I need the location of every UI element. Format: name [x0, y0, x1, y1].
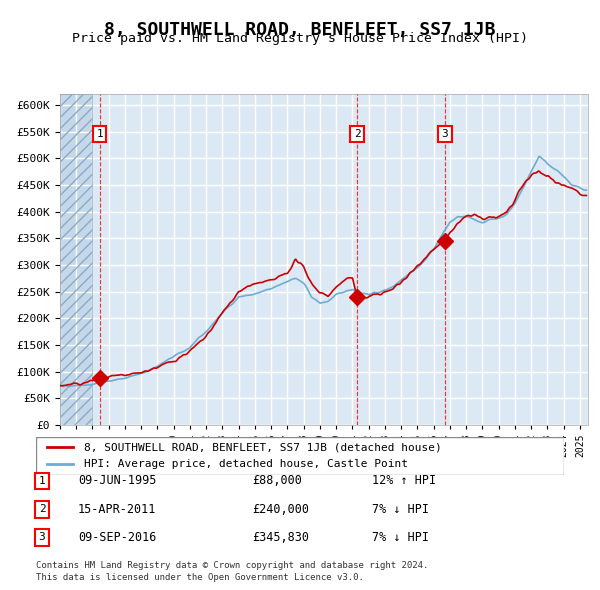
Text: 1: 1: [38, 476, 46, 486]
8, SOUTHWELL ROAD, BENFLEET, SS7 1JB (detached house): [56, 382, 64, 389]
8, SOUTHWELL ROAD, BENFLEET, SS7 1JB (detached house): [583, 192, 590, 199]
Text: This data is licensed under the Open Government Licence v3.0.: This data is licensed under the Open Gov…: [36, 572, 364, 582]
Text: 3: 3: [38, 533, 46, 542]
HPI: Average price, detached house, Castle Point: (1.99e+03, 7.41e+04): Average price, detached house, Castle Po…: [56, 382, 64, 389]
8, SOUTHWELL ROAD, BENFLEET, SS7 1JB (detached house): [58, 382, 65, 389]
HPI: Average price, detached house, Castle Point: (2.02e+03, 3.9e+05): Average price, detached house, Castle Po…: [456, 214, 463, 221]
8, SOUTHWELL ROAD, BENFLEET, SS7 1JB (detached house): [535, 168, 542, 175]
Text: £345,830: £345,830: [252, 531, 309, 544]
HPI: Average price, detached house, Castle Point: (2.03e+03, 4.4e+05): Average price, detached house, Castle Po…: [583, 186, 590, 194]
Text: Contains HM Land Registry data © Crown copyright and database right 2024.: Contains HM Land Registry data © Crown c…: [36, 560, 428, 570]
Text: 15-APR-2011: 15-APR-2011: [78, 503, 157, 516]
8, SOUTHWELL ROAD, BENFLEET, SS7 1JB (detached house): [392, 282, 400, 289]
Text: £88,000: £88,000: [252, 474, 302, 487]
Text: 2: 2: [354, 129, 361, 139]
Text: 12% ↑ HPI: 12% ↑ HPI: [372, 474, 436, 487]
Text: £240,000: £240,000: [252, 503, 309, 516]
Text: 09-SEP-2016: 09-SEP-2016: [78, 531, 157, 544]
Text: 8, SOUTHWELL ROAD, BENFLEET, SS7 1JB (detached house): 8, SOUTHWELL ROAD, BENFLEET, SS7 1JB (de…: [83, 442, 441, 453]
Line: 8, SOUTHWELL ROAD, BENFLEET, SS7 1JB (detached house): 8, SOUTHWELL ROAD, BENFLEET, SS7 1JB (de…: [60, 171, 586, 386]
Text: 2: 2: [38, 504, 46, 514]
HPI: Average price, detached house, Castle Point: (2.02e+03, 5.04e+05): Average price, detached house, Castle Po…: [536, 153, 543, 160]
Text: 1: 1: [96, 129, 103, 139]
HPI: Average price, detached house, Castle Point: (2.02e+03, 4.13e+05): Average price, detached house, Castle Po…: [511, 201, 518, 208]
8, SOUTHWELL ROAD, BENFLEET, SS7 1JB (detached house): [456, 218, 463, 225]
8, SOUTHWELL ROAD, BENFLEET, SS7 1JB (detached house): [89, 377, 97, 384]
8, SOUTHWELL ROAD, BENFLEET, SS7 1JB (detached house): [377, 291, 384, 299]
Text: 3: 3: [442, 129, 448, 139]
HPI: Average price, detached house, Castle Point: (1.99e+03, 7.21e+04): Average price, detached house, Castle Po…: [65, 383, 73, 390]
Text: Price paid vs. HM Land Registry's House Price Index (HPI): Price paid vs. HM Land Registry's House …: [72, 32, 528, 45]
8, SOUTHWELL ROAD, BENFLEET, SS7 1JB (detached house): [363, 294, 370, 301]
HPI: Average price, detached house, Castle Point: (2.01e+03, 2.64e+05): Average price, detached house, Castle Po…: [392, 281, 400, 288]
HPI: Average price, detached house, Castle Point: (2e+03, 7.58e+04): Average price, detached house, Castle Po…: [89, 381, 97, 388]
Text: 7% ↓ HPI: 7% ↓ HPI: [372, 503, 429, 516]
FancyBboxPatch shape: [36, 437, 564, 475]
Line: HPI: Average price, detached house, Castle Point: HPI: Average price, detached house, Cast…: [60, 156, 586, 386]
Bar: [60, 94, 92, 425]
Bar: [60, 94, 92, 425]
Text: HPI: Average price, detached house, Castle Point: HPI: Average price, detached house, Cast…: [83, 459, 407, 469]
8, SOUTHWELL ROAD, BENFLEET, SS7 1JB (detached house): [511, 199, 518, 206]
Text: 7% ↓ HPI: 7% ↓ HPI: [372, 531, 429, 544]
HPI: Average price, detached house, Castle Point: (2.01e+03, 2.46e+05): Average price, detached house, Castle Po…: [363, 290, 370, 297]
HPI: Average price, detached house, Castle Point: (2.01e+03, 2.49e+05): Average price, detached house, Castle Po…: [377, 289, 384, 296]
Text: 09-JUN-1995: 09-JUN-1995: [78, 474, 157, 487]
Text: 8, SOUTHWELL ROAD, BENFLEET, SS7 1JB: 8, SOUTHWELL ROAD, BENFLEET, SS7 1JB: [104, 21, 496, 39]
